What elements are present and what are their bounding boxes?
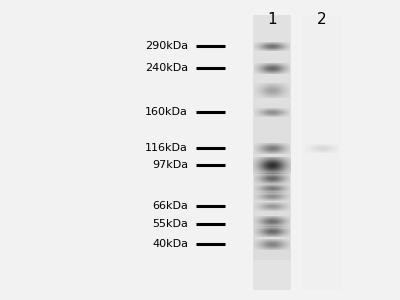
Text: 290kDa: 290kDa [145,41,188,51]
Text: 40kDa: 40kDa [152,239,188,249]
Text: 160kDa: 160kDa [145,107,188,117]
Text: 97kDa: 97kDa [152,160,188,170]
Text: 2: 2 [317,12,327,27]
Text: 66kDa: 66kDa [152,201,188,211]
Text: 116kDa: 116kDa [145,143,188,153]
Text: 55kDa: 55kDa [152,219,188,229]
Text: 240kDa: 240kDa [145,63,188,73]
Text: 1: 1 [267,12,277,27]
